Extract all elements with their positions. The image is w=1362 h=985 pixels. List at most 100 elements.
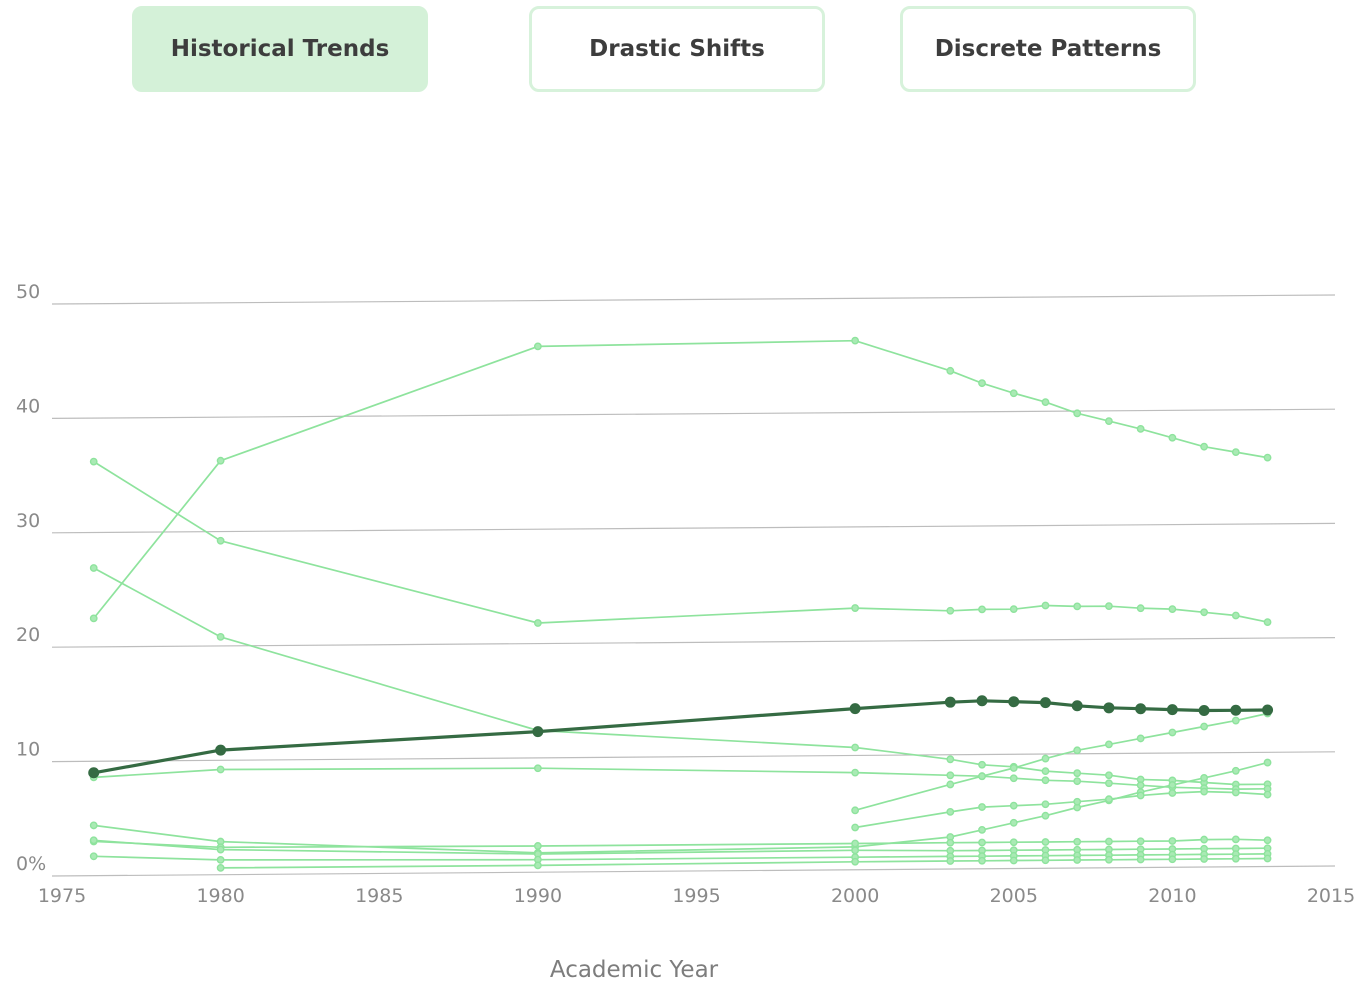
data-point[interactable] bbox=[946, 366, 955, 375]
data-point[interactable] bbox=[216, 863, 225, 872]
data-point[interactable] bbox=[976, 695, 988, 707]
data-point[interactable] bbox=[851, 806, 860, 815]
series-line[interactable] bbox=[89, 564, 1272, 789]
data-point[interactable] bbox=[533, 861, 542, 870]
data-point[interactable] bbox=[978, 856, 986, 865]
data-point[interactable] bbox=[1073, 856, 1082, 864]
data-point[interactable] bbox=[1105, 602, 1113, 611]
data-point[interactable] bbox=[851, 857, 860, 866]
data-point[interactable] bbox=[1009, 818, 1018, 827]
data-point[interactable] bbox=[1105, 417, 1113, 425]
data-point[interactable] bbox=[216, 765, 225, 774]
data-point[interactable] bbox=[216, 855, 225, 864]
data-point[interactable] bbox=[1071, 700, 1083, 712]
data-point[interactable] bbox=[89, 852, 98, 861]
data-point[interactable] bbox=[1168, 728, 1177, 737]
data-point[interactable] bbox=[946, 606, 955, 615]
data-point[interactable] bbox=[1041, 398, 1050, 407]
tab-drastic-shifts[interactable]: Drastic Shifts bbox=[529, 6, 825, 92]
data-point[interactable] bbox=[1009, 764, 1018, 772]
data-point[interactable] bbox=[1105, 740, 1113, 749]
data-point[interactable] bbox=[851, 604, 860, 612]
data-point[interactable] bbox=[946, 857, 955, 865]
series-line[interactable] bbox=[88, 695, 1274, 779]
data-point[interactable] bbox=[1231, 611, 1240, 620]
data-point[interactable] bbox=[1073, 602, 1082, 611]
data-point[interactable] bbox=[1135, 703, 1147, 715]
data-point[interactable] bbox=[946, 755, 955, 764]
data-point[interactable] bbox=[533, 842, 542, 850]
data-point[interactable] bbox=[89, 836, 98, 845]
series-line[interactable] bbox=[89, 336, 1272, 623]
data-point[interactable] bbox=[1073, 769, 1082, 778]
data-point[interactable] bbox=[1105, 837, 1113, 846]
data-point[interactable] bbox=[946, 838, 955, 847]
data-point[interactable] bbox=[532, 726, 544, 738]
data-point[interactable] bbox=[89, 614, 98, 623]
data-point[interactable] bbox=[1136, 604, 1145, 613]
data-point[interactable] bbox=[946, 771, 955, 780]
data-point[interactable] bbox=[1168, 605, 1177, 614]
data-point[interactable] bbox=[533, 342, 542, 351]
data-point[interactable] bbox=[1105, 779, 1113, 788]
series-line[interactable] bbox=[89, 835, 1272, 852]
data-point[interactable] bbox=[1136, 837, 1145, 846]
data-point[interactable] bbox=[216, 456, 225, 465]
data-point[interactable] bbox=[978, 838, 986, 847]
series-line[interactable] bbox=[89, 764, 1272, 793]
data-point[interactable] bbox=[1009, 389, 1018, 398]
data-point[interactable] bbox=[1041, 838, 1050, 846]
data-point[interactable] bbox=[1105, 771, 1113, 780]
data-point[interactable] bbox=[1262, 704, 1274, 716]
data-point[interactable] bbox=[1009, 838, 1018, 847]
data-point[interactable] bbox=[1263, 618, 1272, 626]
data-point[interactable] bbox=[1136, 424, 1145, 433]
data-point[interactable] bbox=[1105, 855, 1113, 864]
data-point[interactable] bbox=[1231, 766, 1240, 775]
data-point[interactable] bbox=[1009, 774, 1018, 783]
data-point[interactable] bbox=[1136, 791, 1145, 800]
data-point[interactable] bbox=[1041, 754, 1050, 763]
data-point[interactable] bbox=[978, 605, 986, 614]
data-point[interactable] bbox=[216, 536, 225, 545]
data-point[interactable] bbox=[849, 703, 861, 715]
data-point[interactable] bbox=[1200, 835, 1209, 844]
data-point[interactable] bbox=[1073, 746, 1082, 755]
data-point[interactable] bbox=[851, 846, 860, 855]
data-point[interactable] bbox=[215, 744, 227, 756]
data-point[interactable] bbox=[1168, 837, 1177, 845]
data-point[interactable] bbox=[1168, 789, 1177, 797]
tab-historical-trends[interactable]: Historical Trends bbox=[132, 6, 428, 92]
data-point[interactable] bbox=[1073, 777, 1082, 786]
data-point[interactable] bbox=[1073, 409, 1082, 418]
data-point[interactable] bbox=[216, 845, 225, 854]
data-point[interactable] bbox=[1200, 855, 1209, 863]
series-line[interactable] bbox=[851, 709, 1272, 815]
data-point[interactable] bbox=[89, 564, 98, 572]
data-point[interactable] bbox=[1263, 453, 1272, 462]
data-point[interactable] bbox=[1200, 774, 1209, 782]
series-line[interactable] bbox=[89, 457, 1272, 627]
data-point[interactable] bbox=[851, 823, 860, 832]
data-point[interactable] bbox=[978, 772, 986, 781]
tab-discrete-patterns[interactable]: Discrete Patterns bbox=[900, 6, 1196, 92]
data-point[interactable] bbox=[533, 619, 542, 627]
data-point[interactable] bbox=[1073, 837, 1082, 846]
data-point[interactable] bbox=[1200, 722, 1209, 731]
data-point[interactable] bbox=[1136, 855, 1145, 864]
data-point[interactable] bbox=[1263, 836, 1272, 845]
data-point[interactable] bbox=[978, 826, 986, 834]
data-point[interactable] bbox=[978, 760, 986, 769]
data-point[interactable] bbox=[1231, 854, 1240, 863]
data-point[interactable] bbox=[89, 821, 98, 830]
data-point[interactable] bbox=[1039, 697, 1051, 709]
data-point[interactable] bbox=[1231, 716, 1240, 725]
data-point[interactable] bbox=[978, 379, 986, 388]
data-point[interactable] bbox=[851, 336, 860, 345]
data-point[interactable] bbox=[1136, 781, 1145, 790]
data-point[interactable] bbox=[851, 743, 860, 752]
data-point[interactable] bbox=[1168, 855, 1177, 864]
data-point[interactable] bbox=[851, 768, 860, 777]
data-point[interactable] bbox=[1105, 795, 1113, 804]
data-point[interactable] bbox=[1009, 801, 1018, 810]
